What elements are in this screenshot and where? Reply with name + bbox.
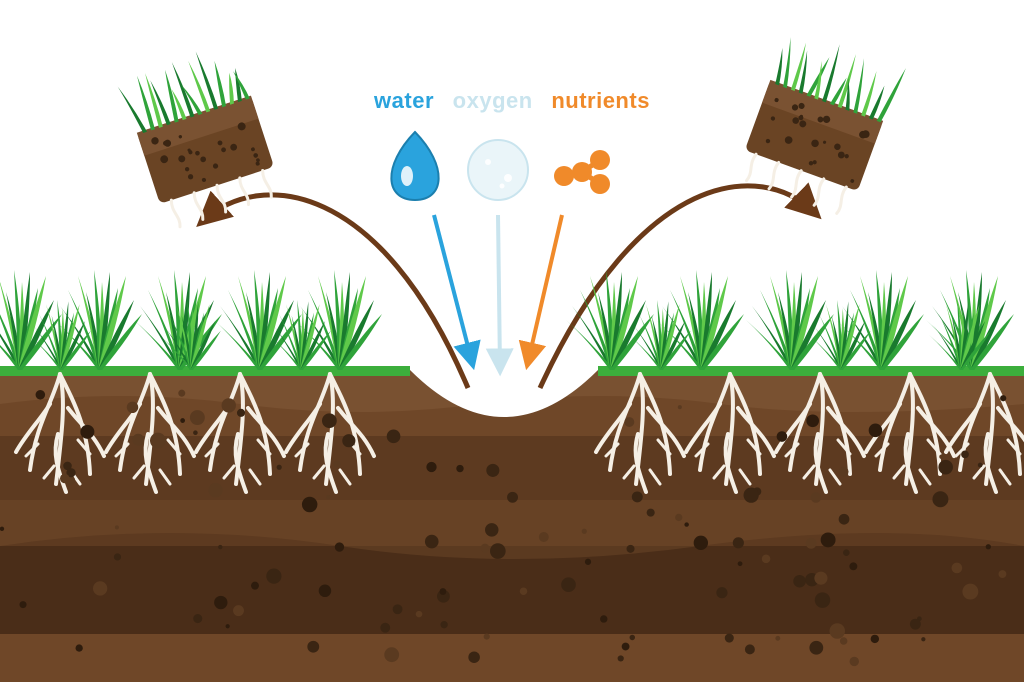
legend-water: water bbox=[374, 88, 434, 113]
diagram-stage: water oxygen nutrients bbox=[0, 0, 1024, 682]
legend-oxygen: oxygen bbox=[453, 88, 533, 113]
legend-nutrients: nutrients bbox=[551, 88, 650, 113]
legend: water oxygen nutrients bbox=[0, 88, 1024, 114]
